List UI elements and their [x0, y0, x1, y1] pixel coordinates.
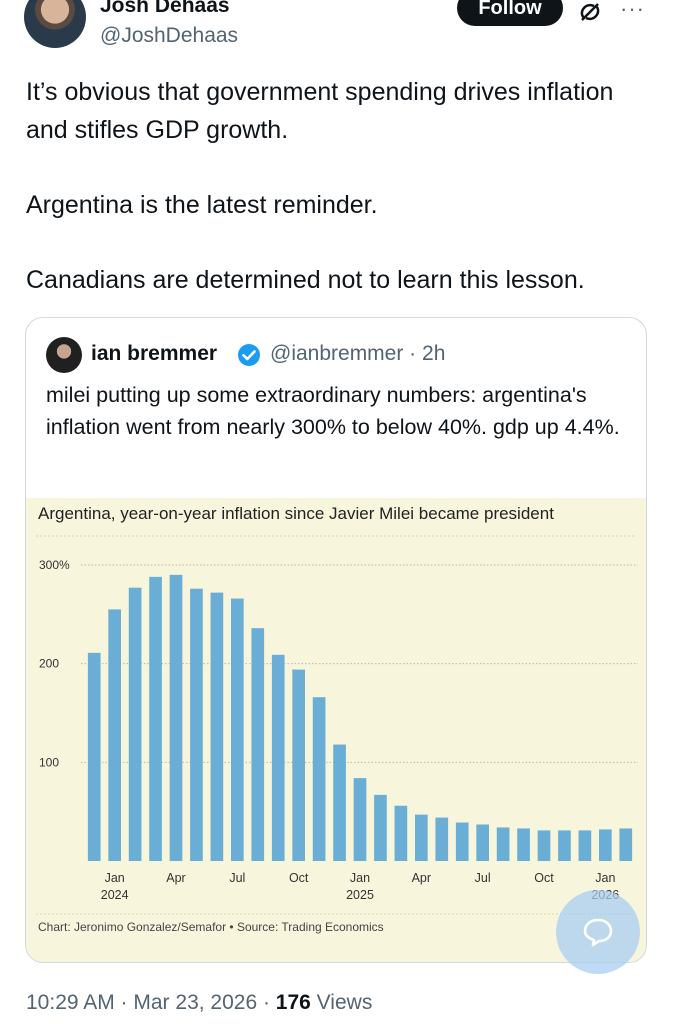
quoted-tweet[interactable]: ian bremmer @ianbremmer · 2h milei putti…	[25, 317, 647, 963]
chart-bar	[169, 574, 183, 861]
x-tick-year-label: 2025	[346, 888, 374, 902]
x-tick-label: Oct	[534, 871, 554, 885]
x-tick-label: Apr	[166, 871, 185, 885]
chart-bar	[128, 587, 142, 861]
tweet-body: It’s obvious that government spending dr…	[26, 74, 651, 299]
verified-badge-icon	[238, 344, 260, 366]
quoted-author-handle[interactable]: @ianbremmer · 2h	[270, 342, 446, 365]
quoted-author-name[interactable]: ian bremmer	[91, 342, 218, 365]
y-tick-label: 100	[39, 755, 59, 769]
chart-bar	[578, 830, 592, 861]
chart-bar	[455, 822, 469, 861]
x-tick-label: Jan	[595, 871, 615, 885]
chart-bar	[230, 598, 244, 861]
x-tick-label: Oct	[289, 871, 309, 885]
tweet-line: It’s obvious that government spending dr…	[26, 78, 614, 144]
author-name[interactable]: Josh Dehaas	[100, 0, 230, 17]
chart-bar	[517, 828, 530, 861]
tweet-line: Argentina is the latest reminder.	[26, 190, 378, 219]
x-tick-label: Jan	[350, 871, 370, 885]
chart-bar	[619, 828, 633, 861]
chart-bar	[312, 697, 326, 861]
chart-bar	[87, 652, 101, 861]
chart-bar	[251, 628, 265, 861]
chart-bar	[598, 829, 612, 861]
tweet-line: Canadians are determined not to learn th…	[26, 265, 585, 294]
quoted-tweet-text: milei putting up some extraordinary numb…	[46, 383, 620, 439]
view-count: 176	[275, 991, 311, 1014]
chart-bar	[394, 805, 408, 861]
tweet-meta: 10:29 AM · Mar 23, 2026 · 176 Views	[26, 991, 372, 1015]
chart-bar	[271, 654, 285, 861]
author-handle[interactable]: @JoshDehaas	[100, 24, 239, 47]
x-tick-label: Jul	[229, 871, 245, 885]
chart-bar	[414, 814, 428, 861]
follow-button[interactable]: Follow	[457, 0, 563, 26]
timestamp[interactable]: 10:29 AM · Mar 23, 2026 ·	[26, 991, 276, 1014]
views-label: Views	[310, 991, 373, 1014]
x-tick-year-label: 2024	[101, 888, 129, 902]
quoted-author-avatar[interactable]	[46, 337, 82, 373]
author-avatar[interactable]	[24, 0, 86, 48]
chart-bar	[108, 609, 122, 861]
more-options-icon[interactable]: ···	[620, 0, 645, 21]
x-tick-label: Jul	[475, 871, 491, 885]
chart-bar	[333, 744, 346, 861]
chart-bar	[537, 830, 551, 861]
grok-icon[interactable]	[576, 0, 604, 26]
chart-bar	[190, 588, 203, 861]
chart-footnote: Chart: Jeronimo Gonzalez/Semafor • Sourc…	[38, 920, 384, 934]
chart-bar	[476, 824, 490, 861]
chart-bar	[496, 827, 510, 861]
x-tick-label: Apr	[412, 871, 431, 885]
chart-title: Argentina, year-on-year inflation since …	[38, 504, 554, 523]
chart-bar	[374, 794, 387, 861]
chart-bar	[353, 778, 367, 861]
x-tick-label: Jan	[105, 871, 125, 885]
chart-bar	[210, 592, 224, 861]
y-tick-label: 300%	[39, 558, 70, 572]
chart-bar	[558, 830, 571, 861]
chart-bar	[435, 817, 449, 861]
reply-bubble-icon	[583, 918, 613, 947]
y-tick-label: 200	[39, 657, 59, 671]
inflation-bar-chart: 300% 200 100 Jan 2024 Apr Jul Oct Jan 2025 Apr Jul O…	[36, 535, 638, 915]
chart-bar	[149, 576, 162, 861]
chart-image[interactable]: 300% 200 100 Jan 2024 Apr Jul Oct Jan 2025 Apr Jul O…	[26, 498, 646, 962]
compose-reply-button[interactable]	[556, 890, 640, 974]
chart-bar	[292, 669, 306, 861]
